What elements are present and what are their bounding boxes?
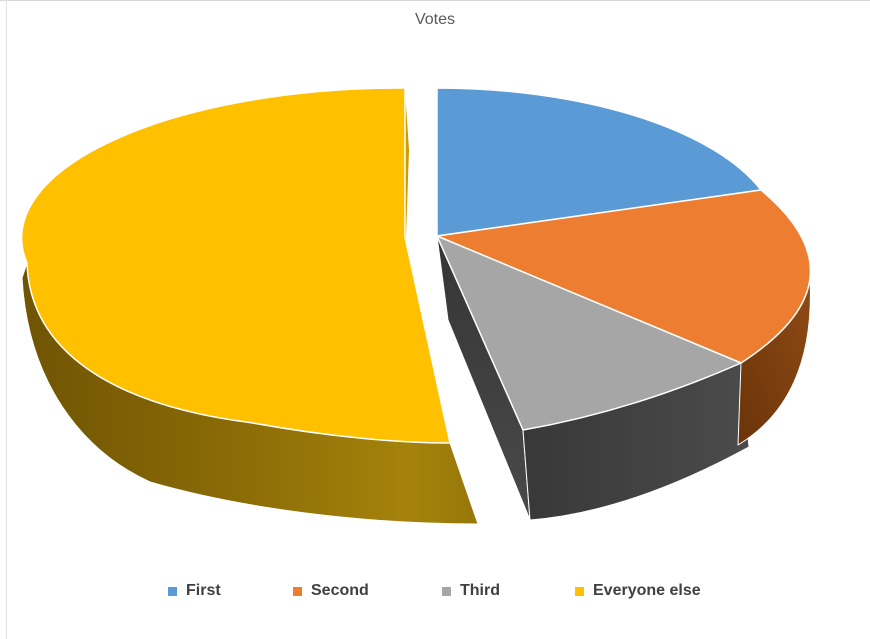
legend-item-third[interactable]: Third xyxy=(442,582,500,600)
legend-label-everyone-else: Everyone else xyxy=(593,582,701,599)
legend-swatch-third xyxy=(442,586,451,596)
pie-slice-everyone-else[interactable] xyxy=(20,87,451,444)
legend-item-everyone-else[interactable]: Everyone else xyxy=(575,582,701,600)
legend-item-second[interactable]: Second xyxy=(293,582,369,600)
legend-swatch-second xyxy=(293,586,302,596)
chart-border-top xyxy=(0,0,870,1)
legend-label-second: Second xyxy=(311,582,369,599)
legend-swatch-everyone-else xyxy=(575,586,584,596)
pie-slice-second[interactable] xyxy=(436,189,812,364)
chart-title[interactable]: Votes xyxy=(414,11,456,28)
pie-slice-third[interactable] xyxy=(436,235,742,431)
pie-slice-first[interactable] xyxy=(436,87,762,237)
legend-swatch-first xyxy=(168,586,177,596)
legend-item-first[interactable]: First xyxy=(168,582,221,600)
pie-slice-everyone-else-cut-edge xyxy=(405,90,409,237)
legend-label-third: Third xyxy=(460,582,500,599)
legend-label-first: First xyxy=(186,582,221,599)
chart-border-left xyxy=(6,0,7,639)
